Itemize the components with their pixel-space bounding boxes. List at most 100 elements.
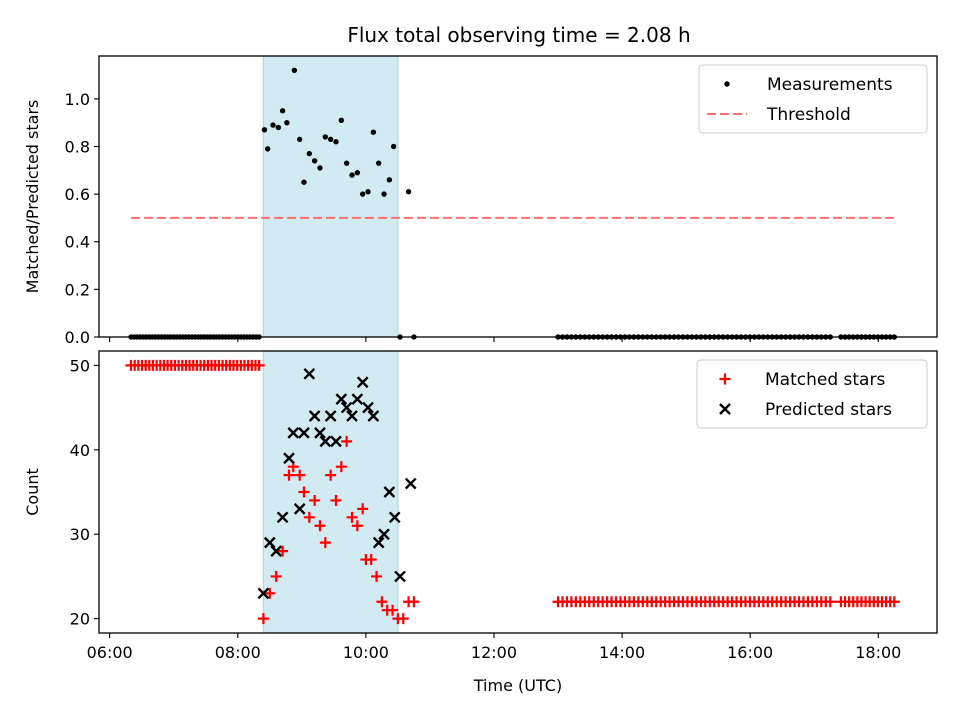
matched-star-point (330, 494, 342, 506)
predicted-star-point (340, 401, 353, 414)
legend-label: Predicted stars (765, 400, 892, 420)
measurement-point (291, 67, 298, 73)
y-tick-label: 20 (70, 610, 90, 629)
measurement-point (317, 165, 323, 171)
top-panel: 0.0 0.2 0.4 0.6 0.8 1.0 Matched/Predicted star… (23, 55, 938, 347)
measurement-point (270, 122, 276, 128)
measurement-point (343, 160, 350, 166)
y-tick-label: 1.0 (65, 90, 90, 109)
measurement-point (311, 158, 318, 164)
matched-star-point (371, 570, 383, 582)
measurement-point (279, 108, 286, 114)
measurement-point (370, 129, 377, 135)
chart-title: Flux total observing time = 2.08 h (347, 23, 690, 47)
measurement-point (375, 160, 382, 166)
y-tick-label: 0.4 (65, 233, 90, 252)
predicted-star-point (303, 367, 316, 380)
matched-star-point (314, 520, 326, 532)
matched-star-point (283, 469, 295, 481)
y-axis-label: Count (23, 468, 42, 516)
predicted-star-point (324, 410, 337, 422)
y-tick-label: 0.0 (65, 328, 90, 347)
predicted-star-point (293, 503, 306, 515)
y-tick-label: 0.6 (65, 185, 90, 204)
predicted-star-point (362, 401, 374, 414)
predicted-star-point (276, 511, 289, 524)
predicted-star-point (351, 393, 364, 405)
predicted-star-point (287, 427, 300, 439)
matched-star-point (387, 604, 399, 616)
measurement-point (349, 172, 355, 178)
legend-label: Threshold (766, 105, 851, 125)
y-tick-label: 50 (70, 356, 90, 375)
matched-star-point (888, 596, 900, 608)
predicted-star-point (367, 410, 380, 422)
matched-star-point (397, 613, 409, 625)
measurement-point (390, 143, 397, 150)
predicted-star-point (372, 536, 385, 549)
predicted-star-point (263, 536, 276, 549)
legend: Matched stars Predicted stars (696, 359, 928, 429)
predicted-star-point (378, 528, 390, 541)
measurement-point (275, 124, 282, 131)
measurement-point (301, 179, 307, 185)
legend-box (698, 64, 928, 134)
predicted-star-point (283, 452, 295, 465)
matched-star-point (351, 520, 363, 532)
y-tick-label: 30 (70, 525, 90, 544)
y-axis-label: Matched/Predicted stars (23, 100, 42, 294)
matched-star-point (335, 461, 347, 473)
y-tick-label: 0.2 (65, 280, 90, 299)
matched-star-point (824, 596, 836, 608)
predicted-star-point (394, 570, 406, 583)
predicted-star-point (257, 587, 270, 600)
matched-star-point (357, 503, 369, 515)
predicted-star-point (308, 410, 321, 422)
measurement-point (354, 169, 361, 176)
x-tick-label: 10:00 (343, 643, 389, 662)
x-tick-label: 06:00 (87, 643, 133, 662)
predicted-star-point (298, 427, 310, 439)
measurement-point (264, 146, 271, 152)
predicted-star-point (319, 435, 332, 448)
predicted-star-point (383, 486, 396, 498)
legend-label: Measurements (767, 75, 893, 95)
measurement-point (386, 177, 393, 183)
x-tick-label: 16:00 (727, 643, 773, 662)
matched-star-point (277, 545, 289, 557)
matched-star-point (365, 554, 377, 566)
measurement-point (322, 134, 329, 140)
measurement-point (296, 136, 303, 143)
bottom-panel: 20 30 40 50 06:00 08:00 10:00 12:00 14:00 16:00 18… (23, 350, 938, 695)
matched-star-point (303, 511, 315, 523)
x-tick-label: 12:00 (471, 643, 517, 662)
matched-star-point (325, 469, 337, 481)
matched-star-point (298, 486, 310, 498)
predicted-star-point (346, 410, 358, 422)
matched-star-point (264, 587, 276, 599)
measurement-point (365, 189, 371, 195)
legend-matched-marker (719, 373, 731, 385)
measurement-point (284, 119, 290, 126)
predicted-star-point (270, 545, 283, 557)
legend-predicted-marker (719, 403, 731, 415)
matched-star-point (376, 596, 388, 608)
y-tick-label: 40 (70, 441, 90, 460)
matched-star-point (270, 570, 282, 582)
measurement-point (359, 191, 366, 197)
matched-star-point (294, 469, 306, 481)
measurement-point (261, 127, 268, 133)
axes-frame (98, 55, 938, 338)
legend-measurement-marker (724, 81, 730, 87)
measurement-point (333, 139, 339, 145)
predicted-star-point (356, 376, 369, 389)
matched-star-point (346, 511, 358, 523)
matched-star-point (309, 494, 321, 506)
measurement-point (338, 117, 345, 123)
predicted-star-point (335, 393, 348, 405)
measurement-point (381, 191, 387, 197)
measurement-point (306, 150, 313, 157)
predicted-star-point (330, 435, 342, 448)
predicted-star-point (314, 427, 326, 439)
